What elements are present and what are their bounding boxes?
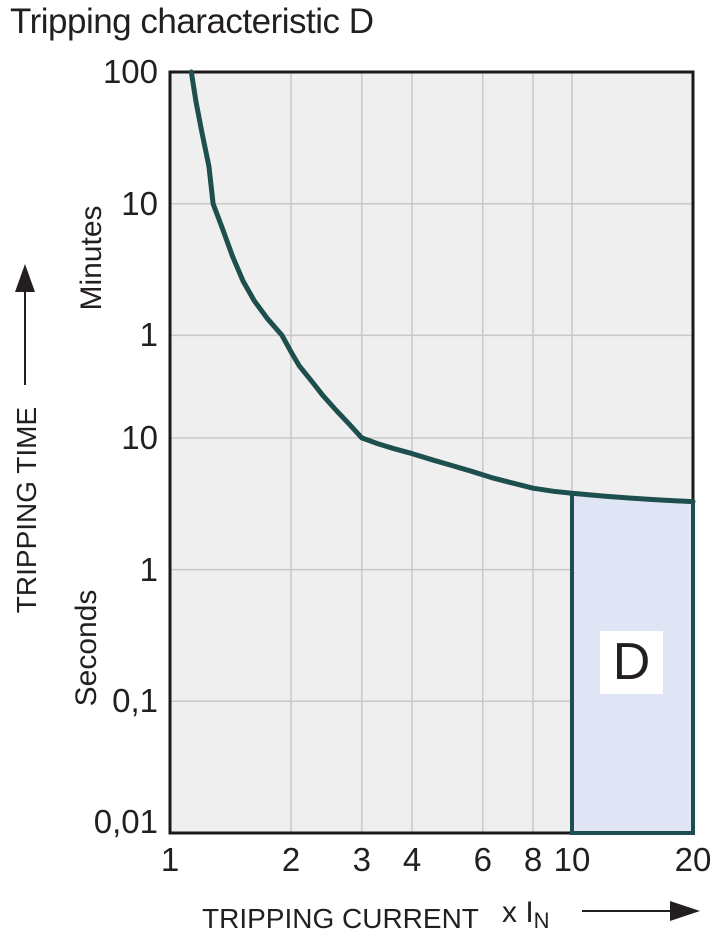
y-tick-label: 0,1 <box>112 682 158 720</box>
y-tick-label: 0,01 <box>93 803 158 840</box>
x-tick-label: 20 <box>674 841 712 878</box>
plot-border <box>168 70 695 835</box>
d-region-label: D <box>600 631 663 694</box>
y-tick-label: 1 <box>139 316 158 354</box>
y-tick-label: 10 <box>121 418 158 456</box>
y-tick-label: 10 <box>121 184 158 222</box>
x-tick-label: 10 <box>553 841 591 878</box>
x-tick-label: 2 <box>281 841 301 878</box>
y-tick-label: 1 <box>139 550 158 588</box>
x-tick-label: 1 <box>160 841 180 878</box>
x-axis-unit-subscript: N <box>533 908 550 933</box>
plot-area <box>168 69 696 835</box>
x-tick-label: 6 <box>473 841 492 878</box>
x-tick-label: 8 <box>523 841 543 878</box>
x-axis-unit: x IN <box>502 896 550 933</box>
x-axis-title: TRIPPING CURRENT <box>202 903 479 934</box>
x-axis-unit-text: x I <box>502 896 534 929</box>
y-tick-label: 100 <box>102 53 158 90</box>
x-tick-label: 3 <box>352 841 371 878</box>
right-arrow-icon <box>582 901 700 921</box>
chart-title: Tripping characteristic D <box>10 2 374 41</box>
up-arrow-icon <box>15 264 35 385</box>
x-tick-label: 4 <box>402 841 422 878</box>
tripping-curve <box>188 69 696 505</box>
